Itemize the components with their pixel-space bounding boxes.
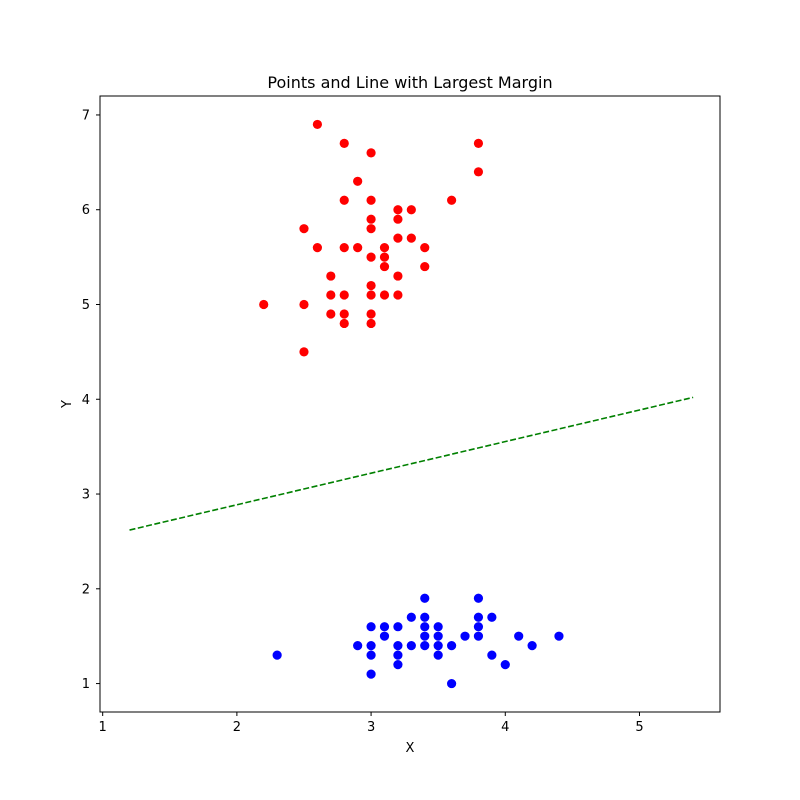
blue-point	[473, 593, 484, 603]
blue-point	[366, 641, 376, 651]
red-point	[366, 214, 376, 224]
blue-point	[473, 622, 484, 632]
blue-point	[420, 612, 430, 622]
red-point	[366, 252, 376, 262]
x-tick-label: 3	[367, 720, 375, 735]
red-point	[447, 195, 457, 205]
blue-point	[500, 660, 510, 670]
blue-point	[487, 650, 497, 660]
y-tick-label: 7	[82, 108, 90, 123]
plot-frame	[99, 95, 721, 713]
red-point	[299, 299, 309, 310]
y-tick-label: 4	[82, 393, 90, 408]
blue-point	[420, 622, 430, 632]
blue-point	[393, 660, 403, 670]
blue-point	[393, 641, 403, 651]
blue-point	[379, 631, 390, 641]
x-tick-label: 5	[635, 720, 643, 735]
blue-point	[393, 650, 403, 660]
red-point	[366, 290, 376, 300]
blue-point	[473, 631, 484, 641]
blue-point	[433, 650, 443, 660]
red-point	[406, 205, 416, 215]
red-point	[473, 138, 484, 148]
red-point	[420, 243, 430, 253]
red-point	[366, 224, 376, 234]
red-point	[366, 195, 376, 205]
y-tick-label: 5	[82, 298, 90, 313]
red-point	[379, 261, 390, 272]
blue-point	[406, 612, 416, 622]
blue-point	[379, 622, 390, 632]
red-point	[393, 290, 403, 300]
x-tick-label: 4	[501, 720, 509, 735]
red-point	[312, 243, 322, 253]
red-point	[379, 252, 390, 262]
separating-line	[129, 396, 694, 531]
blue-point	[473, 612, 484, 622]
blue-point	[406, 641, 416, 651]
red-point	[299, 224, 309, 234]
y-tick-label: 1	[82, 677, 90, 692]
blue-point	[527, 641, 537, 651]
y-tick-label: 6	[82, 203, 90, 218]
blue-point	[447, 641, 457, 651]
red-point	[393, 214, 403, 224]
red-point	[353, 243, 363, 253]
red-point	[473, 167, 484, 177]
red-point	[393, 205, 403, 215]
chart-title: Points and Line with Largest Margin	[267, 73, 552, 92]
red-point	[312, 119, 322, 130]
y-axis-label: Y	[60, 400, 75, 409]
blue-point	[272, 650, 282, 660]
red-point	[366, 148, 376, 158]
red-point	[353, 176, 363, 186]
red-point	[299, 347, 309, 357]
blue-point	[420, 593, 430, 603]
red-point	[366, 280, 376, 291]
red-point	[339, 195, 349, 205]
blue-point	[433, 631, 443, 641]
red-point	[366, 318, 376, 329]
x-axis: 1 2 3 4 5	[99, 712, 644, 735]
red-point	[326, 271, 336, 281]
red-point	[326, 290, 336, 300]
red-point	[326, 309, 336, 319]
blue-point	[366, 669, 376, 679]
blue-point	[366, 650, 376, 660]
blue-point	[447, 678, 457, 689]
red-point	[393, 271, 403, 281]
red-point	[406, 233, 416, 243]
blue-point	[460, 631, 470, 641]
x-tick-label: 2	[233, 720, 241, 735]
red-point	[393, 233, 403, 243]
blue-point	[554, 631, 564, 641]
blue-point	[433, 622, 443, 632]
blue-point	[366, 622, 376, 632]
plot-area	[129, 119, 694, 689]
x-tick-label: 1	[99, 720, 107, 735]
blue-point	[514, 631, 524, 641]
x-axis-label: X	[406, 741, 415, 756]
red-point	[259, 299, 269, 310]
red-point	[379, 290, 390, 300]
y-tick-label: 2	[82, 582, 90, 597]
red-point	[339, 243, 349, 253]
red-point	[339, 290, 349, 300]
blue-point	[420, 641, 430, 651]
blue-point	[393, 622, 403, 632]
red-point	[339, 318, 349, 329]
blue-point	[487, 612, 497, 622]
y-axis: 1 2 3 4 5 6 7	[82, 108, 100, 692]
red-point	[379, 243, 390, 253]
red-point	[339, 138, 349, 148]
blue-point	[353, 641, 363, 651]
y-tick-label: 3	[82, 488, 90, 503]
blue-point	[420, 631, 430, 641]
red-point	[420, 261, 430, 272]
red-point	[339, 309, 349, 319]
red-point	[366, 309, 376, 319]
blue-point	[433, 641, 443, 651]
